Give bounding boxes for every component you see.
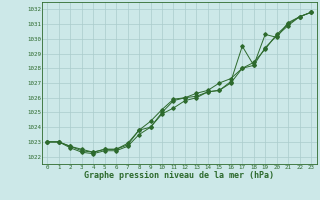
X-axis label: Graphe pression niveau de la mer (hPa): Graphe pression niveau de la mer (hPa) — [84, 171, 274, 180]
